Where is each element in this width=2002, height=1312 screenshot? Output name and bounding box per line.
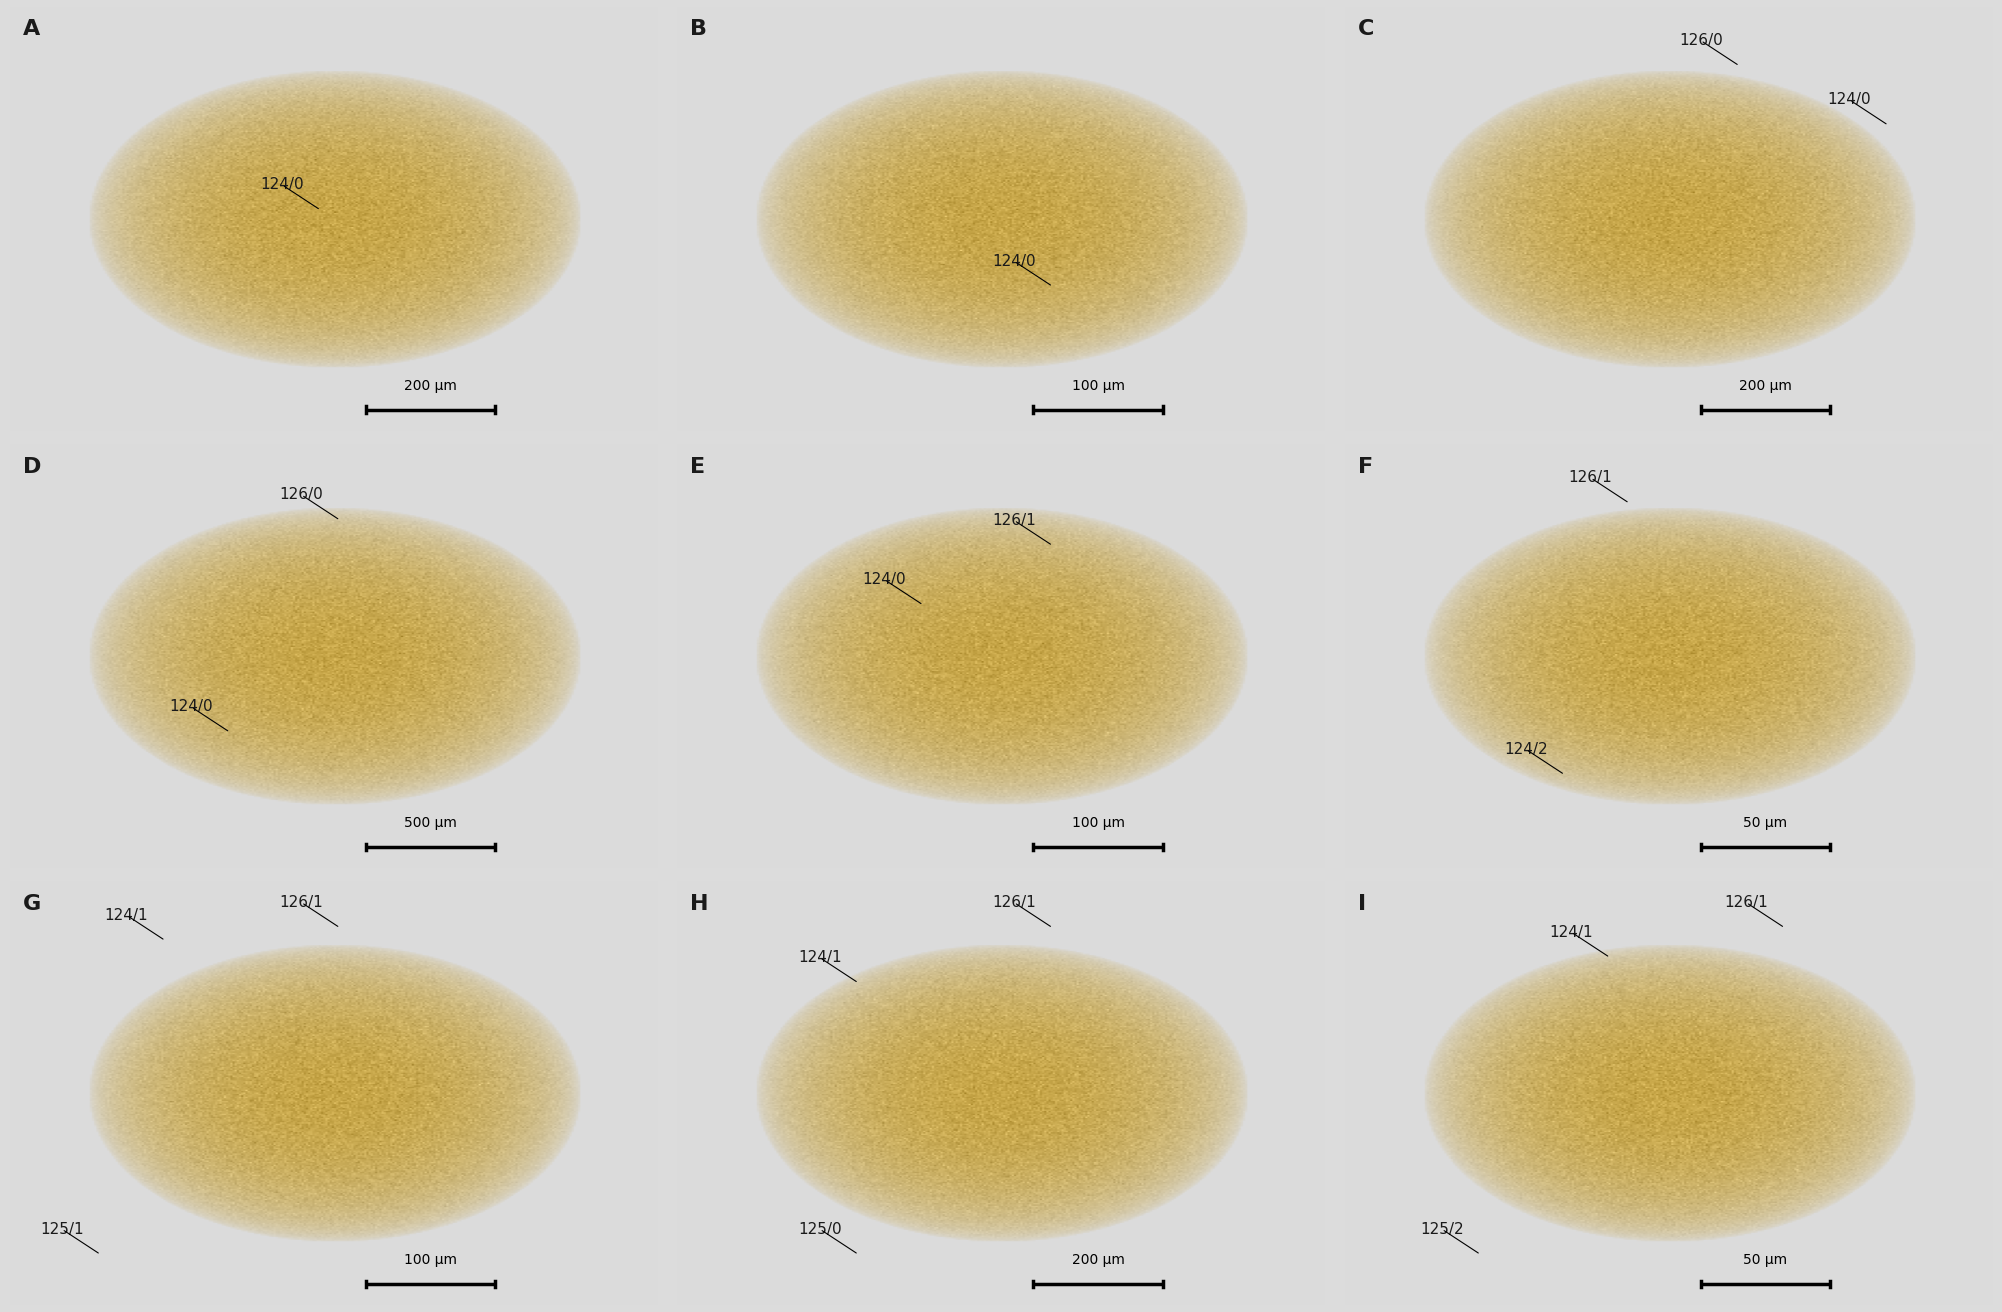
Text: 50 μm: 50 μm: [1744, 1253, 1788, 1267]
Text: 124/1: 124/1: [104, 908, 148, 922]
Text: 124/1: 124/1: [1550, 925, 1594, 939]
Text: E: E: [691, 457, 705, 476]
Text: 100 μm: 100 μm: [404, 1253, 456, 1267]
Text: 126/1: 126/1: [993, 513, 1035, 527]
Text: H: H: [691, 893, 709, 914]
Text: 125/1: 125/1: [40, 1221, 84, 1237]
Text: B: B: [691, 20, 707, 39]
Text: 100 μm: 100 μm: [1071, 379, 1125, 392]
Text: G: G: [22, 893, 42, 914]
Text: 500 μm: 500 μm: [404, 816, 456, 830]
Text: 50 μm: 50 μm: [1744, 816, 1788, 830]
Text: 200 μm: 200 μm: [1071, 1253, 1125, 1267]
Text: 124/0: 124/0: [1828, 92, 1872, 108]
Text: 126/1: 126/1: [280, 895, 322, 911]
Text: F: F: [1357, 457, 1373, 476]
Text: 125/0: 125/0: [799, 1221, 841, 1237]
Text: 126/1: 126/1: [993, 895, 1035, 911]
Text: 124/1: 124/1: [799, 950, 841, 966]
Text: 100 μm: 100 μm: [1071, 816, 1125, 830]
Text: 200 μm: 200 μm: [1740, 379, 1792, 392]
Text: A: A: [22, 20, 40, 39]
Text: 124/0: 124/0: [993, 253, 1035, 269]
Text: C: C: [1357, 20, 1373, 39]
Text: 124/0: 124/0: [260, 177, 304, 193]
Text: 125/2: 125/2: [1419, 1221, 1463, 1237]
Text: 124/2: 124/2: [1504, 741, 1548, 757]
Text: 124/0: 124/0: [863, 572, 907, 588]
Text: D: D: [22, 457, 42, 476]
Text: 126/1: 126/1: [1724, 895, 1768, 911]
Text: 126/1: 126/1: [1570, 470, 1612, 485]
Text: 126/0: 126/0: [1680, 33, 1722, 49]
Text: 126/0: 126/0: [280, 487, 322, 502]
Text: 124/0: 124/0: [170, 699, 212, 715]
Text: 200 μm: 200 μm: [404, 379, 456, 392]
Text: I: I: [1357, 893, 1365, 914]
